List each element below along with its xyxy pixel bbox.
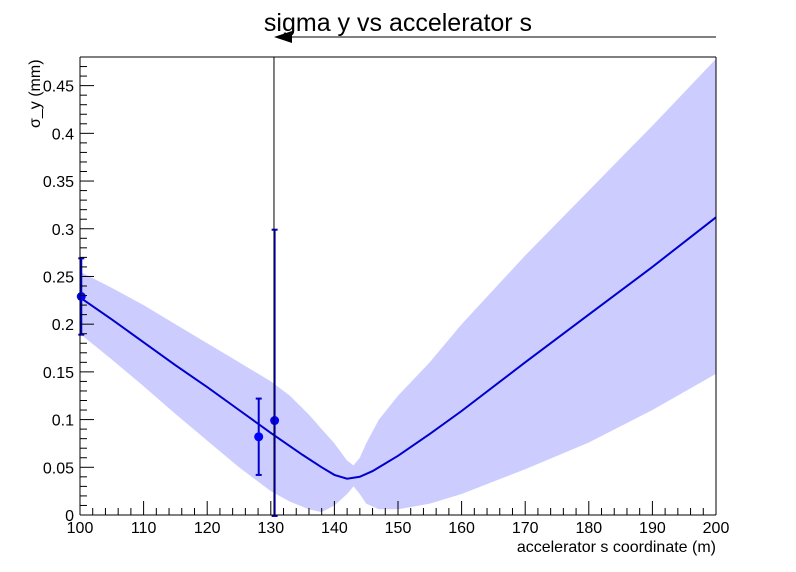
data-point-3 <box>270 416 280 426</box>
x-tick-label: 200 <box>703 520 730 537</box>
y-tick-label: 0.25 <box>43 269 74 286</box>
y-tick-label: 0.3 <box>52 222 74 239</box>
y-tick-label: 0 <box>65 508 74 525</box>
arrow-head-icon <box>274 31 292 43</box>
axes-layer: 100 110 120 130 140 150 160 170 180 190 200 0 0.05 0.… <box>43 56 730 537</box>
x-tick-label: 130 <box>257 520 284 537</box>
y-tick-label: 0.45 <box>43 79 74 96</box>
x-tick-label: 120 <box>194 520 221 537</box>
y-axis-label: σ_y (mm) <box>27 59 44 128</box>
y-tick-label: 0.2 <box>52 317 74 334</box>
uncertainty-band <box>80 58 716 513</box>
y-tick-label: 0.4 <box>52 126 74 143</box>
y-tick-label: 0.15 <box>43 365 74 382</box>
y-tick-label: 0.05 <box>43 460 74 477</box>
fit-line-layer <box>79 216 717 480</box>
x-axis-label: accelerator s coordinate (m) <box>517 539 716 556</box>
x-tick-label: 140 <box>321 520 348 537</box>
x-tick-label: 160 <box>448 520 475 537</box>
x-tick-label: 190 <box>639 520 666 537</box>
x-tick-label: 150 <box>385 520 412 537</box>
x-tick-label: 180 <box>575 520 602 537</box>
data-point-2 <box>254 432 264 442</box>
y-tick-label: 0.1 <box>52 413 74 430</box>
x-tick-label: 110 <box>131 520 157 537</box>
data-point-1 <box>76 291 86 301</box>
x-tick-label: 100 <box>67 520 94 537</box>
y-tick-label: 0.35 <box>43 174 74 191</box>
title-arrow <box>274 31 716 43</box>
fit-line <box>79 216 717 480</box>
x-tick-label: 170 <box>512 520 539 537</box>
uncertainty-band-layer <box>80 58 716 513</box>
data-points-layer <box>76 228 280 517</box>
chart-title: sigma y vs accelerator s <box>264 9 532 37</box>
